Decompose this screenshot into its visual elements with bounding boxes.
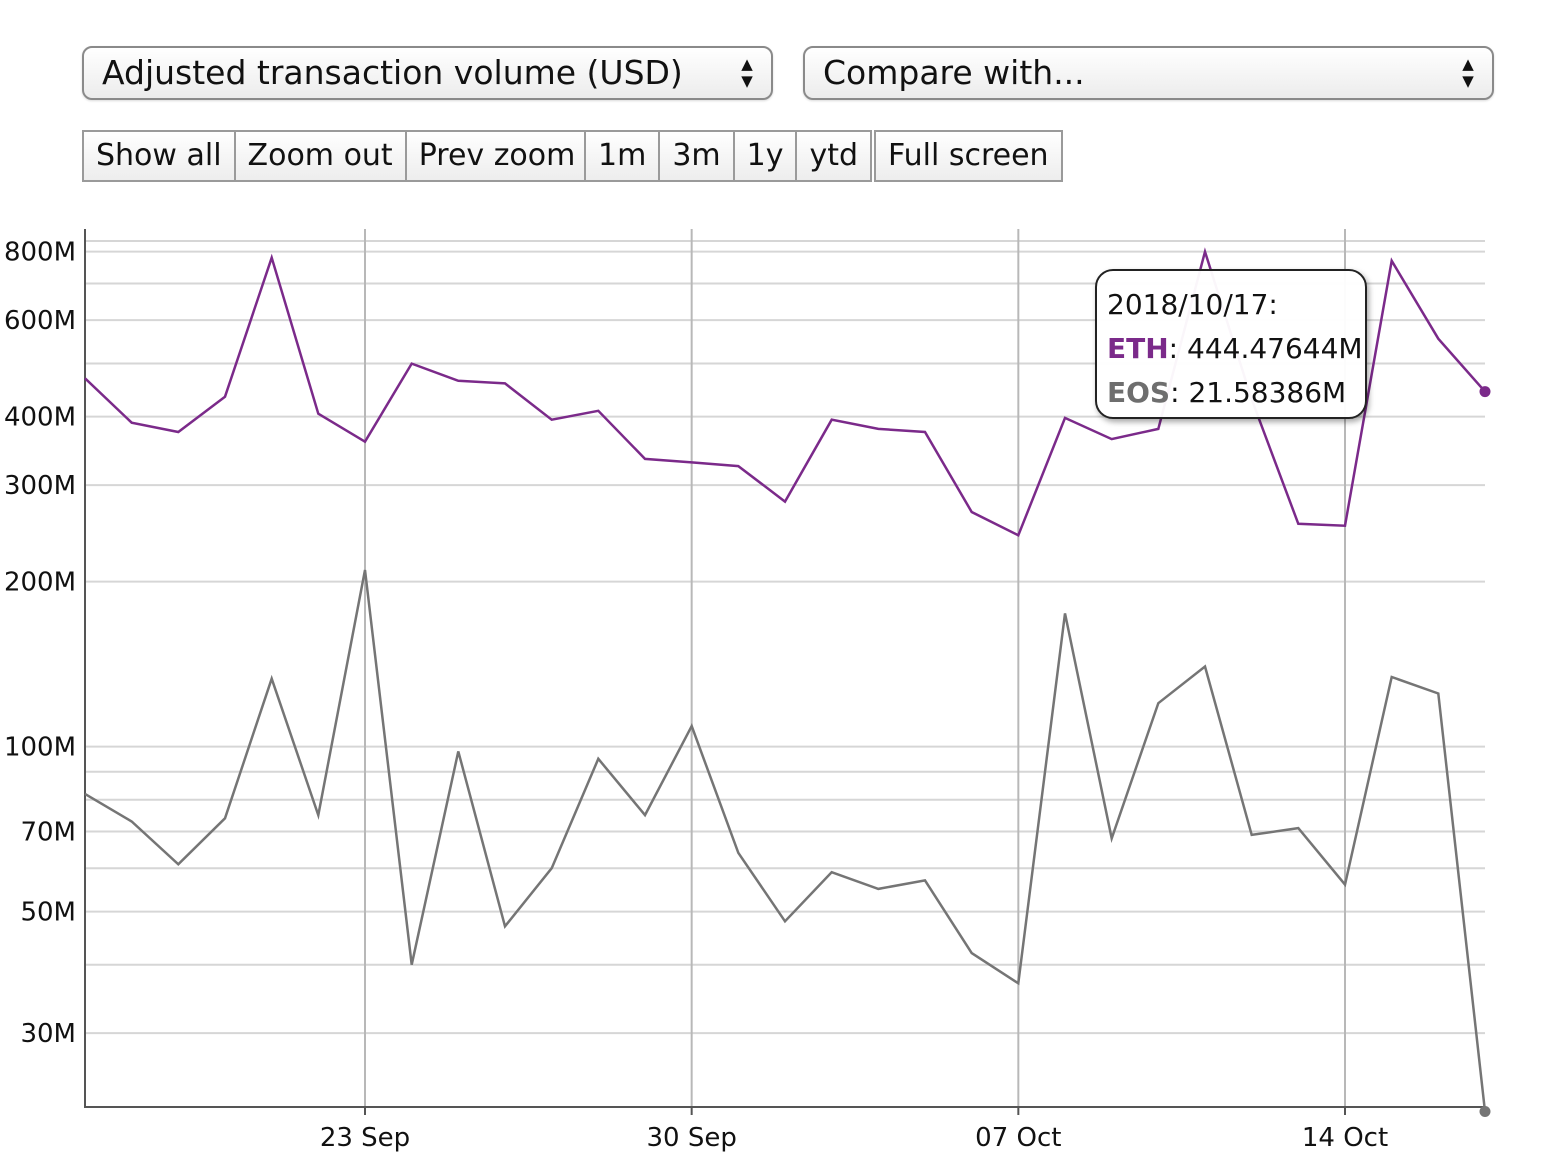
- highlight-point-eos: [1479, 1106, 1491, 1118]
- tooltip-eos-label: EOS: [1107, 376, 1171, 409]
- y-tick-label: 70M: [20, 818, 76, 848]
- range-ytd-button[interactable]: ytd: [795, 130, 873, 182]
- y-tick-label: 800M: [4, 238, 76, 268]
- fullscreen-button-group: Full screen: [874, 130, 1063, 182]
- data-tooltip: 2018/10/17: ETH: 444.47644M EOS: 21.5838…: [1095, 269, 1367, 419]
- tooltip-eth-label: ETH: [1107, 332, 1169, 365]
- tooltip-eth-value: : 444.47644M: [1168, 332, 1363, 365]
- metric-select[interactable]: Adjusted transaction volume (USD) ▲ ▼: [82, 46, 773, 100]
- y-tick-label: 30M: [20, 1019, 76, 1049]
- y-tick-label: 300M: [4, 471, 76, 501]
- tooltip-eos-row: EOS: 21.58386M: [1107, 371, 1365, 415]
- tooltip-eos-value: : 21.58386M: [1170, 376, 1347, 409]
- x-tick-label: 14 Oct: [1302, 1123, 1388, 1153]
- full-screen-button[interactable]: Full screen: [874, 130, 1063, 182]
- select-arrows-icon: ▲ ▼: [1462, 55, 1474, 90]
- zoom-out-button[interactable]: Zoom out: [233, 130, 407, 182]
- series-line-eos: [84, 569, 1487, 1112]
- show-all-button[interactable]: Show all: [82, 130, 236, 182]
- y-tick-label: 600M: [4, 306, 76, 336]
- range-button-group: 1m 3m 1y ytd: [584, 130, 873, 182]
- select-arrows-icon: ▲ ▼: [741, 55, 753, 90]
- y-tick-label: 200M: [4, 568, 76, 598]
- zoom-button-group: Show all Zoom out Prev zoom: [82, 130, 590, 182]
- highlight-point-eth: [1479, 386, 1491, 398]
- compare-select[interactable]: Compare with... ▲ ▼: [803, 46, 1494, 100]
- y-tick-label: 50M: [20, 898, 76, 928]
- tooltip-eth-row: ETH: 444.47644M: [1107, 327, 1365, 371]
- x-tick-label: 23 Sep: [320, 1123, 410, 1153]
- tooltip-date: 2018/10/17:: [1107, 288, 1278, 321]
- compare-select-label: Compare with...: [823, 53, 1085, 92]
- y-tick-label: 100M: [4, 733, 76, 763]
- metric-select-label: Adjusted transaction volume (USD): [102, 53, 683, 92]
- range-1m-button[interactable]: 1m: [584, 130, 661, 182]
- x-tick-label: 30 Sep: [646, 1123, 736, 1153]
- range-3m-button[interactable]: 3m: [658, 130, 735, 182]
- x-tick-label: 07 Oct: [975, 1123, 1061, 1153]
- prev-zoom-button[interactable]: Prev zoom: [404, 130, 590, 182]
- y-tick-label: 400M: [4, 403, 76, 433]
